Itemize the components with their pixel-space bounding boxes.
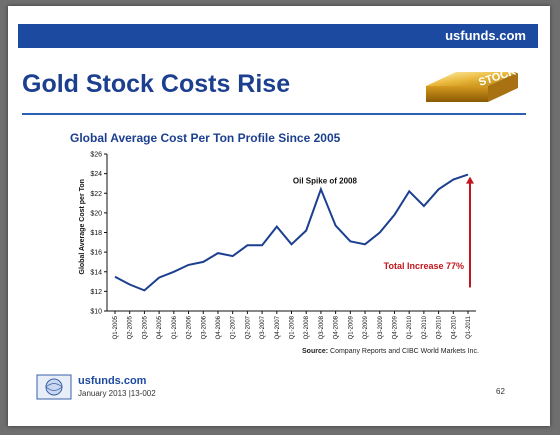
source-text: Company Reports and CIBC World Markets I…	[330, 348, 479, 355]
x-tick-label: Q1-2010	[407, 315, 413, 339]
y-tick-label: $10	[90, 309, 102, 316]
y-tick-label: $26	[90, 152, 102, 159]
source-label: Source:	[302, 348, 329, 355]
x-tick-label: Q3-2009	[378, 315, 384, 339]
x-tick-label: Q1-2006	[172, 315, 178, 339]
page-title: Gold Stock Costs Rise	[22, 70, 291, 98]
total-increase-arrowhead	[466, 176, 474, 184]
y-axis-ticks: $10 $12 $14 $16 $18 $20 $22 $24 $26	[90, 152, 107, 316]
x-tick-label: Q4-2009	[392, 315, 398, 339]
x-tick-label: Q4-2007	[275, 315, 281, 339]
x-tick-label: Q4-2010	[451, 315, 457, 339]
us-global-logo	[36, 374, 72, 400]
x-tick-label: Q1-2011	[466, 315, 472, 339]
footer-site: usfunds.com	[78, 375, 147, 387]
header-banner: usfunds.com	[18, 24, 538, 48]
y-tick-label: $24	[90, 171, 102, 178]
y-tick-label: $18	[90, 230, 102, 237]
footer-date: January 2013 |13-002	[78, 389, 156, 398]
x-tick-label: Q4-2005	[157, 315, 163, 339]
gold-bar-logo: STOCKS	[426, 63, 524, 102]
source-note: Source: Company Reports and CIBC World M…	[302, 348, 479, 355]
header-site: usfunds.com	[445, 28, 526, 43]
x-tick-label: Q3-2008	[319, 315, 325, 339]
x-tick-label: Q2-2008	[304, 315, 310, 339]
total-increase-annotation: Total Increase 77%	[384, 261, 464, 271]
x-tick-label: Q1-2009	[348, 315, 354, 339]
chart-axes	[106, 154, 476, 312]
cost-series-line	[114, 173, 469, 292]
y-tick-label: $20	[90, 210, 102, 217]
x-tick-label: Q4-2006	[216, 315, 222, 339]
x-tick-label: Q3-2006	[201, 315, 207, 339]
y-axis-label: Global Average Cost per Ton	[79, 179, 86, 274]
x-tick-label: Q1-2007	[231, 315, 237, 339]
y-tick-label: $16	[90, 250, 102, 257]
y-tick-label: $12	[90, 289, 102, 296]
x-axis-ticks: Q1-2005 Q2-2005 Q3-2005 Q4-2005 Q1-2006 Q2-20…	[113, 311, 472, 339]
x-tick-label: Q2-2009	[363, 315, 369, 339]
x-tick-label: Q3-2010	[437, 315, 443, 339]
x-tick-label: Q3-2007	[260, 315, 266, 339]
x-tick-label: Q1-2008	[290, 315, 296, 339]
x-tick-label: Q3-2005	[142, 315, 148, 339]
x-tick-label: Q2-2005	[128, 315, 134, 339]
page-number: 62	[496, 387, 505, 396]
x-tick-label: Q4-2008	[334, 315, 340, 339]
y-tick-label: $14	[90, 269, 102, 276]
oil-spike-annotation: Oil Spike of 2008	[293, 176, 358, 185]
x-tick-label: Q2-2007	[245, 315, 251, 339]
x-tick-label: Q2-2006	[187, 315, 193, 339]
y-tick-label: $22	[90, 191, 102, 198]
x-tick-label: Q1-2005	[113, 315, 119, 339]
chart-title: Global Average Cost Per Ton Profile Sinc…	[70, 131, 341, 145]
x-tick-label: Q2-2010	[422, 315, 428, 339]
title-divider	[22, 113, 526, 115]
